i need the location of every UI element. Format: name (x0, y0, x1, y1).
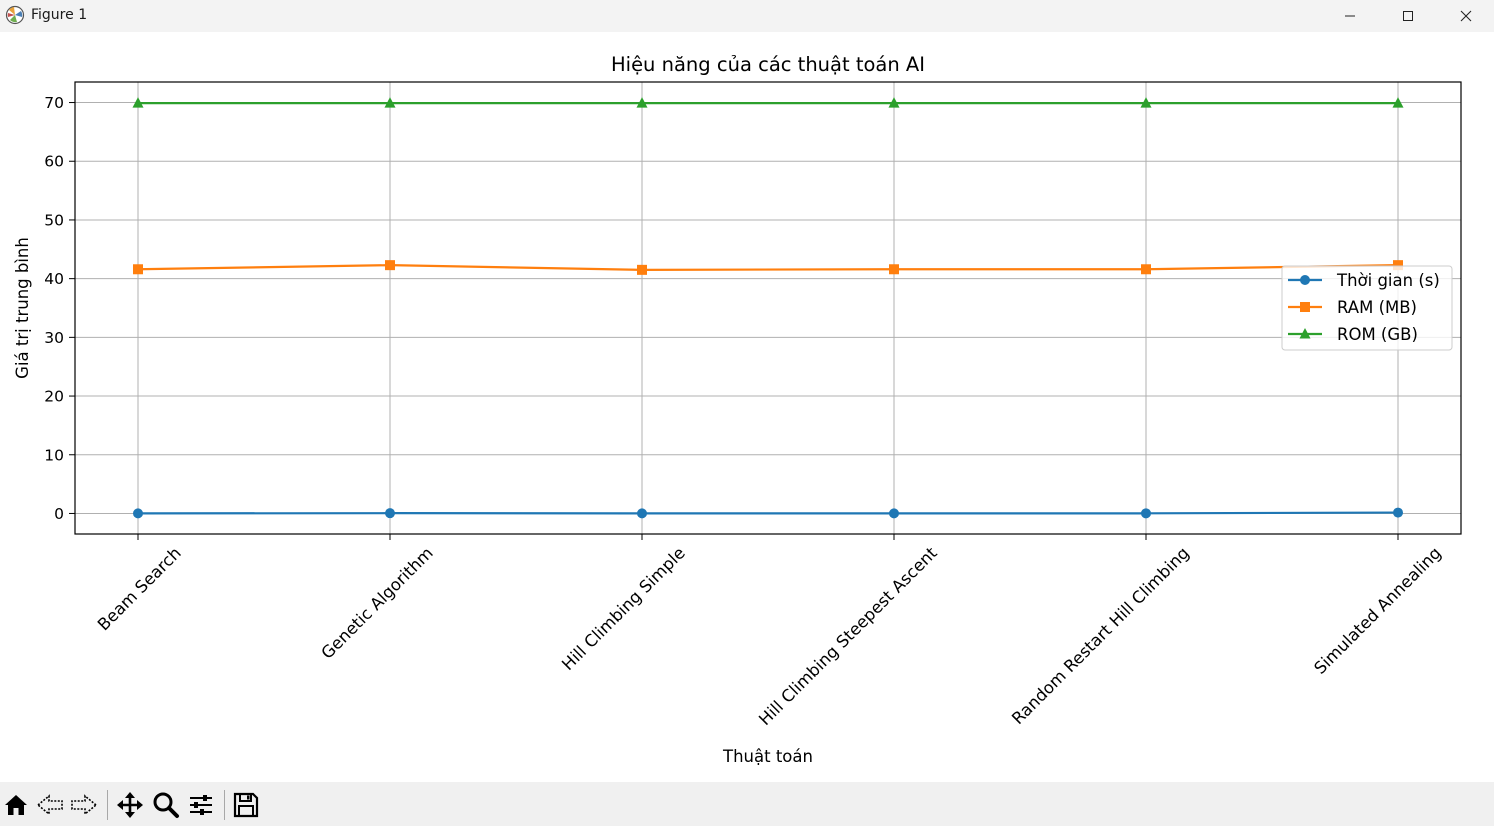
window-title: Figure 1 (31, 7, 88, 23)
y-tick-label: 70 (44, 94, 64, 112)
legend-item: Thời gian (s) (1288, 271, 1440, 290)
data-point (636, 97, 648, 108)
legend-label: ROM (GB) (1337, 325, 1418, 344)
x-tick-label: Hill Climbing Steepest Ascent (755, 543, 941, 729)
data-point (1392, 97, 1404, 108)
x-axis-label: Thuật toán (722, 747, 813, 766)
matplotlib-logo-icon (5, 5, 25, 25)
y-tick-label: 20 (44, 388, 64, 406)
x-tick-label: Beam Search (94, 543, 185, 634)
data-point (384, 97, 396, 108)
y-tick-label: 60 (44, 153, 64, 171)
data-point (385, 260, 395, 271)
back-button[interactable] (35, 790, 65, 820)
home-icon (3, 792, 29, 818)
save-icon (232, 791, 260, 819)
save-button[interactable] (231, 790, 261, 820)
toolbar-separator (224, 790, 225, 820)
window-titlebar: Figure 1 (0, 0, 1494, 32)
toolbar-separator (107, 790, 108, 820)
minimize-icon (1344, 10, 1356, 22)
close-button[interactable] (1437, 0, 1494, 32)
data-point (889, 264, 899, 275)
series-line (137, 511, 1399, 515)
series-group (132, 97, 1404, 519)
x-tick-label: Hill Climbing Simple (558, 543, 689, 674)
chart-title: Hiệu năng của các thuật toán AI (611, 53, 925, 76)
y-axis: 0 10 20 30 40 50 60 70 (44, 94, 75, 523)
legend-item: ROM (GB) (1288, 325, 1418, 344)
y-tick-label: 30 (44, 329, 64, 347)
line-chart: 0 10 20 30 40 50 60 70 Beam Search Genetic Algor… (13, 53, 1462, 766)
navigation-toolbar (0, 782, 1494, 826)
zoom-icon (152, 791, 180, 819)
zoom-button[interactable] (151, 790, 181, 820)
maximize-icon (1402, 10, 1414, 22)
configure-subplots-button[interactable] (186, 790, 216, 820)
data-point (1393, 260, 1403, 271)
legend-box (1281, 265, 1453, 351)
data-point (637, 508, 647, 519)
minimize-button[interactable] (1321, 0, 1379, 32)
legend-marker (1300, 275, 1310, 285)
pan-icon (116, 791, 144, 819)
data-point (1393, 507, 1403, 518)
data-point (133, 508, 143, 519)
data-point (132, 97, 144, 108)
data-point (385, 508, 395, 519)
legend-label: RAM (MB) (1337, 298, 1417, 317)
axes-frame (74, 81, 1462, 535)
home-button[interactable] (1, 790, 31, 820)
forward-arrow-icon (70, 792, 98, 818)
back-arrow-icon (36, 792, 64, 818)
x-tick-label: Simulated Annealing (1310, 543, 1444, 677)
legend-item: RAM (MB) (1288, 298, 1417, 317)
data-point (1141, 264, 1151, 275)
y-tick-label: 0 (54, 505, 64, 523)
data-point (637, 264, 647, 275)
data-point (1140, 97, 1152, 108)
figure-canvas[interactable]: 0 10 20 30 40 50 60 70 Beam Search Genetic Algor… (0, 32, 1494, 782)
legend-marker (1300, 302, 1310, 312)
legend: Thời gian (s) RAM (MB) ROM (GB) (1281, 265, 1453, 351)
data-point (133, 264, 143, 275)
y-tick-label: 10 (44, 446, 64, 464)
x-tick-label: Random Restart Hill Climbing (1008, 543, 1193, 728)
series-line (137, 264, 1399, 271)
maximize-button[interactable] (1379, 0, 1437, 32)
configure-subplots-icon (187, 791, 215, 819)
data-point (889, 508, 899, 519)
y-axis-label: Giá trị trung bình (13, 237, 32, 379)
x-axis: Beam Search Genetic Algorithm Hill Climbin… (94, 534, 1445, 729)
legend-marker (1299, 328, 1311, 339)
legend-label: Thời gian (s) (1336, 271, 1440, 290)
series-1 (133, 507, 1403, 519)
series-3 (132, 97, 1404, 108)
y-tick-label: 40 (44, 270, 64, 288)
x-tick-label: Genetic Algorithm (318, 543, 437, 662)
data-point (888, 97, 900, 108)
y-tick-label: 50 (44, 211, 64, 229)
forward-button[interactable] (69, 790, 99, 820)
grid (75, 82, 1461, 534)
close-icon (1460, 10, 1472, 22)
series-2 (133, 260, 1403, 275)
data-point (1141, 508, 1151, 519)
pan-button[interactable] (115, 790, 145, 820)
